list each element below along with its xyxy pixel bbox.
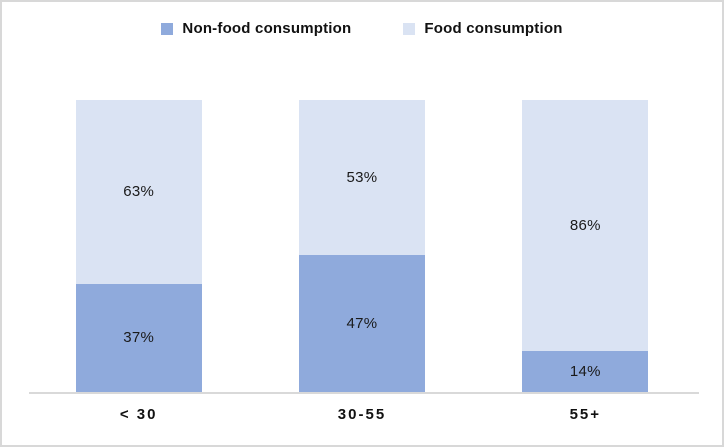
- segment-nonfood-under-30[interactable]: 37%: [75, 283, 202, 392]
- segment-food-55-plus[interactable]: 86%: [522, 100, 649, 352]
- stacked-bar-55-plus[interactable]: 86% 14%: [522, 100, 649, 392]
- legend-swatch-nonfood-icon: [161, 22, 174, 35]
- segment-food-under-30[interactable]: 63%: [75, 100, 202, 284]
- category-column-under-30: 63% 37%: [27, 100, 250, 392]
- segment-food-30-55[interactable]: 53%: [298, 100, 425, 255]
- x-tick-label-30-55: 30-55: [337, 406, 387, 423]
- chart-legend: Non-food consumption Food consumption: [0, 20, 724, 37]
- legend-item-food-consumption[interactable]: Food consumption: [403, 20, 562, 37]
- legend-label-food: Food consumption: [424, 20, 563, 37]
- data-label-food-under-30: 63%: [123, 183, 155, 201]
- segment-nonfood-55-plus[interactable]: 14%: [522, 351, 649, 392]
- x-axis-tick-labels: < 30 30-55 55+: [27, 406, 697, 423]
- category-column-30-55: 53% 47%: [250, 100, 473, 392]
- data-label-food-30-55: 53%: [346, 168, 378, 186]
- plot-area: 63% 37% 53% 47% 86%: [27, 100, 697, 392]
- data-label-nonfood-30-55: 47%: [346, 314, 378, 332]
- segment-nonfood-30-55[interactable]: 47%: [298, 254, 425, 392]
- legend-item-nonfood-consumption[interactable]: Non-food consumption: [161, 20, 351, 37]
- legend-label-nonfood: Non-food consumption: [182, 20, 352, 37]
- stacked-bar-30-55[interactable]: 53% 47%: [298, 100, 425, 392]
- data-label-nonfood-under-30: 37%: [123, 329, 155, 347]
- x-tick-label-55-plus: 55+: [569, 406, 602, 423]
- legend-swatch-food-icon: [403, 22, 416, 35]
- data-label-nonfood-55-plus: 14%: [569, 363, 601, 381]
- stacked-bar-under-30[interactable]: 63% 37%: [75, 100, 202, 392]
- x-axis-line: [29, 392, 699, 394]
- data-label-food-55-plus: 86%: [569, 217, 601, 235]
- category-column-55-plus: 86% 14%: [474, 100, 697, 392]
- x-tick-label-under-30: < 30: [119, 406, 158, 423]
